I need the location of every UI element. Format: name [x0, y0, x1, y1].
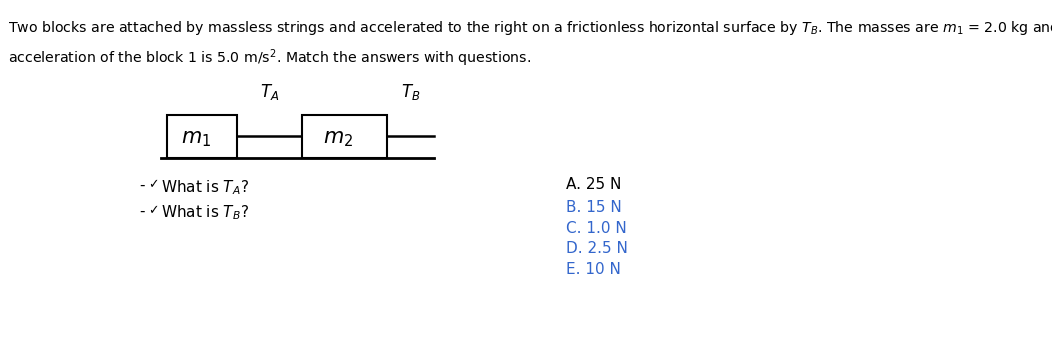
Text: What is $T_B$?: What is $T_B$?: [161, 204, 249, 222]
Text: $T_B$: $T_B$: [401, 82, 420, 102]
Text: $T_A$: $T_A$: [260, 82, 279, 102]
Text: Two blocks are attached by massless strings and accelerated to the right on a fr: Two blocks are attached by massless stri…: [8, 19, 1052, 37]
Text: C. 1.0 N: C. 1.0 N: [566, 220, 626, 236]
Text: ✓: ✓: [148, 178, 159, 191]
Text: $m_2$: $m_2$: [323, 129, 352, 149]
Text: ✓: ✓: [148, 204, 159, 217]
Text: acceleration of the block 1 is 5.0 m/s$^2$. Match the answers with questions.: acceleration of the block 1 is 5.0 m/s$^…: [8, 47, 531, 69]
Text: B. 15 N: B. 15 N: [566, 200, 622, 215]
Text: -: -: [139, 204, 145, 219]
Bar: [302, 115, 387, 158]
Text: E. 10 N: E. 10 N: [566, 262, 621, 277]
Bar: [167, 115, 237, 158]
Text: D. 2.5 N: D. 2.5 N: [566, 241, 627, 257]
Text: -: -: [139, 178, 145, 193]
Text: A. 25 N: A. 25 N: [566, 177, 621, 192]
Text: What is $T_A$?: What is $T_A$?: [161, 178, 249, 197]
Text: $m_1$: $m_1$: [181, 129, 211, 149]
